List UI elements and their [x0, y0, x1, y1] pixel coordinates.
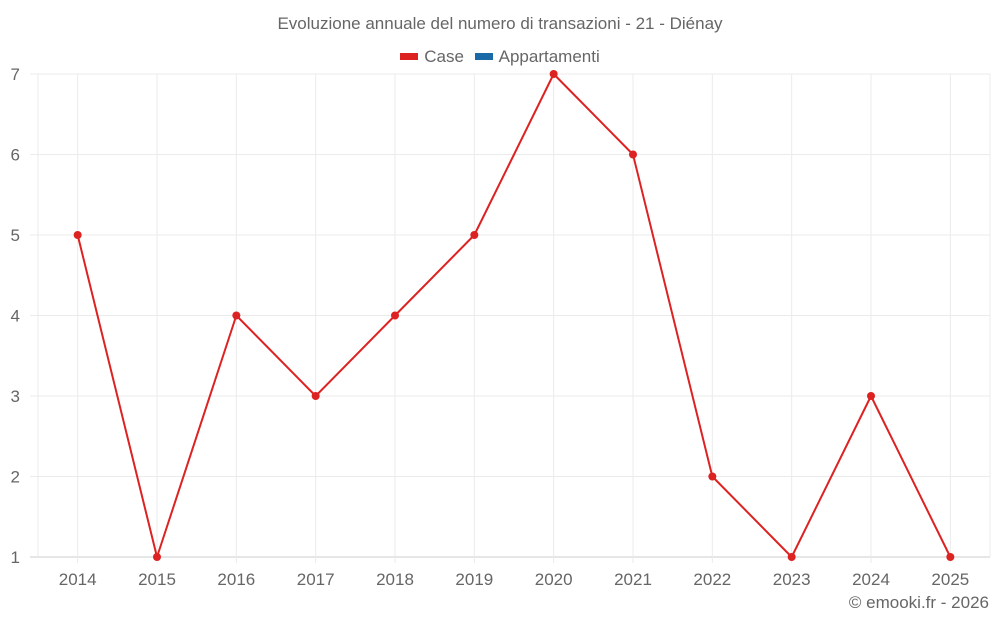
- grid-lines: [30, 73, 991, 563]
- y-tick-label: 1: [11, 548, 20, 567]
- x-tick-label: 2014: [59, 570, 97, 589]
- legend: Case Appartamenti: [0, 45, 1000, 67]
- y-tick-label: 2: [11, 468, 20, 487]
- x-tick-label: 2018: [376, 570, 414, 589]
- x-tick-label: 2024: [852, 570, 890, 589]
- data-point[interactable]: [311, 392, 320, 400]
- data-point[interactable]: [867, 392, 875, 400]
- x-tick-label: 2019: [455, 570, 493, 589]
- legend-swatch-appartamenti: [474, 53, 493, 60]
- y-tick-label: 4: [11, 307, 20, 326]
- data-point[interactable]: [629, 150, 637, 159]
- data-point[interactable]: [787, 553, 796, 561]
- data-point[interactable]: [946, 553, 955, 561]
- x-tick-label: 2021: [614, 570, 652, 589]
- legend-item-case[interactable]: Case: [400, 47, 464, 67]
- x-tick-label: 2020: [535, 570, 573, 589]
- x-tick-label: 2017: [297, 570, 335, 589]
- chart-title: Evoluzione annuale del numero di transaz…: [277, 14, 723, 33]
- series-line: [76, 73, 952, 558]
- legend-label-case: Case: [424, 46, 464, 66]
- x-tick-label: 2023: [773, 570, 811, 589]
- y-tick-label: 3: [11, 387, 20, 406]
- x-tick-label: 2022: [693, 570, 731, 589]
- data-point[interactable]: [153, 553, 161, 561]
- legend-swatch-case: [400, 53, 419, 60]
- data-point[interactable]: [73, 231, 82, 239]
- credit-text: © emooki.fr - 2026: [848, 593, 989, 612]
- x-tick-label: 2015: [138, 570, 176, 589]
- data-point[interactable]: [232, 311, 241, 320]
- x-tick-label: 2016: [217, 570, 255, 589]
- legend-item-appartamenti[interactable]: Appartamenti: [474, 46, 600, 67]
- legend-label-appartamenti: Appartamenti: [498, 46, 600, 66]
- data-point[interactable]: [708, 472, 717, 481]
- data-point[interactable]: [470, 231, 479, 239]
- x-axis-ticks: 2014 2015 2016 2017 2018 2019 2020 2021 2022 2023…: [59, 570, 969, 589]
- x-tick-label: 2025: [931, 570, 969, 589]
- y-tick-label: 7: [11, 65, 20, 84]
- y-axis-ticks: 1 2 3 4 5 6 7: [11, 65, 20, 567]
- y-tick-label: 6: [11, 146, 20, 165]
- data-point[interactable]: [549, 70, 558, 78]
- series-case: [73, 70, 955, 561]
- data-point[interactable]: [391, 311, 399, 320]
- y-tick-label: 5: [11, 226, 20, 245]
